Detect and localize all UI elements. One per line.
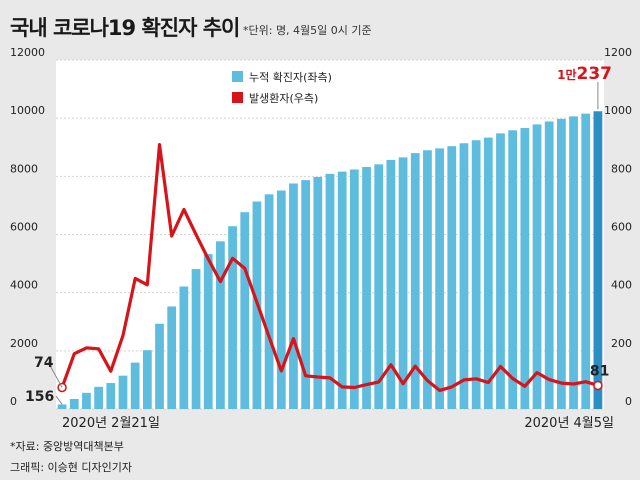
bar	[496, 133, 505, 410]
bar	[386, 159, 396, 409]
last-line-label: 81	[590, 363, 609, 379]
bar	[447, 146, 457, 409]
bar	[556, 118, 566, 409]
bar	[593, 111, 603, 409]
bar	[410, 153, 420, 409]
legend-line-swatch	[232, 92, 243, 103]
left-tick-label: 2000	[10, 337, 38, 350]
right-tick-label: 200	[611, 337, 632, 350]
bar	[508, 130, 518, 409]
bar	[240, 212, 250, 409]
first-bar-label: 156	[25, 389, 54, 405]
bar	[398, 157, 408, 409]
last-bar-label: 1만237	[557, 64, 612, 84]
bar	[106, 383, 116, 409]
bar	[179, 286, 189, 409]
bar	[203, 254, 213, 409]
left-tick-label: 12000	[10, 46, 45, 59]
bar	[459, 143, 469, 410]
bar	[362, 167, 371, 409]
right-tick-label: 800	[611, 162, 632, 175]
bar	[289, 183, 298, 409]
bar	[216, 241, 225, 409]
bar	[483, 137, 493, 409]
bar	[142, 350, 152, 409]
first-line-label: 74	[34, 355, 54, 371]
bar	[520, 128, 530, 409]
bar	[313, 176, 323, 409]
bar	[471, 140, 481, 410]
bar	[569, 116, 578, 410]
bar	[435, 148, 444, 409]
bar	[69, 398, 79, 409]
bar	[325, 173, 335, 409]
bar	[532, 124, 542, 409]
source-note: *자료: 중앙방역대책본부	[10, 440, 124, 453]
bar	[374, 164, 384, 409]
x-start-label: 2020년 2월21일	[62, 416, 160, 431]
left-tick-label: 0	[10, 395, 17, 408]
bar	[57, 404, 67, 409]
left-tick-label: 10000	[10, 104, 45, 117]
right-tick-label: 0	[625, 395, 632, 408]
right-tick-label: 400	[611, 279, 632, 292]
legend-bar-swatch	[232, 71, 243, 82]
bar	[581, 113, 591, 409]
bar	[191, 269, 201, 409]
right-tick-label: 1200	[604, 46, 632, 59]
bar	[544, 121, 554, 409]
right-tick-label: 1000	[604, 104, 632, 117]
bar	[228, 226, 237, 409]
bar	[337, 171, 347, 409]
page-title: 국내 코로나19 확진자 추이	[10, 16, 240, 40]
bar	[130, 362, 140, 409]
bar	[276, 190, 286, 409]
line-end-marker	[593, 380, 603, 391]
credit-note: 그래픽: 이승현 디자인기자	[10, 461, 133, 474]
leader-line	[47, 361, 63, 388]
bar	[118, 375, 128, 409]
bar	[167, 306, 177, 409]
x-end-label: 2020년 4월5일	[524, 416, 614, 431]
line-series	[60, 143, 599, 392]
leader-line	[55, 395, 63, 405]
left-tick-label: 6000	[10, 221, 38, 234]
bar	[82, 392, 91, 409]
bar	[264, 194, 274, 409]
bar	[349, 169, 359, 409]
bar	[301, 180, 311, 409]
legend-line-label: 발생환자(우측)	[249, 92, 318, 105]
bar	[155, 323, 164, 409]
left-tick-label: 8000	[10, 162, 38, 175]
unit-note: *단위: 명, 4월5일 0시 기준	[243, 24, 372, 37]
bar	[94, 386, 104, 409]
bar	[423, 150, 432, 409]
right-tick-label: 600	[611, 221, 632, 234]
left-tick-label: 4000	[10, 279, 38, 292]
legend-bar-label: 누적 확진자(좌측)	[249, 71, 332, 84]
